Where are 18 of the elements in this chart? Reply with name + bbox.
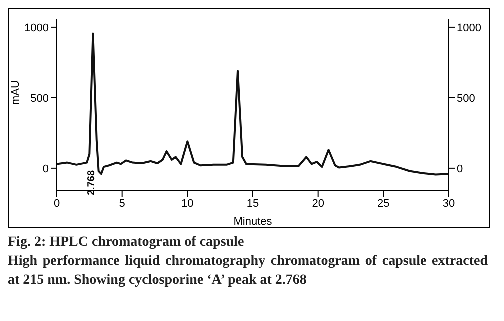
annotation: 2.768 [86, 170, 98, 196]
x-axis-title: Minutes [234, 216, 273, 228]
x-tick-label: 5 [119, 198, 126, 210]
x-tick-label: 15 [246, 198, 260, 210]
x-tick-label: 20 [312, 198, 324, 210]
y-tick-label: 500 [30, 92, 49, 105]
y-tick-label: 0 [42, 163, 49, 176]
y-tick-label: 1000 [24, 22, 49, 34]
y2-tick-label: 500 [457, 92, 476, 105]
x-tick-label: 30 [442, 198, 456, 210]
x-tick-label: 25 [378, 198, 390, 210]
text: High performance liquid chromatography chromatogram of capsule extracted at 215 nm. Showing cyclosporine ‘A’ peak at 2.768 [8, 253, 488, 290]
y-axis-title: mAU [10, 80, 22, 105]
x-tick-label: 0 [54, 198, 60, 210]
y2-tick-label: 0 [457, 163, 464, 176]
y2-tick-label: 1000 [457, 22, 482, 34]
text: Fig. 2: HPLC chromatogram of capsule [8, 234, 246, 252]
x-tick-label: 10 [182, 198, 194, 210]
